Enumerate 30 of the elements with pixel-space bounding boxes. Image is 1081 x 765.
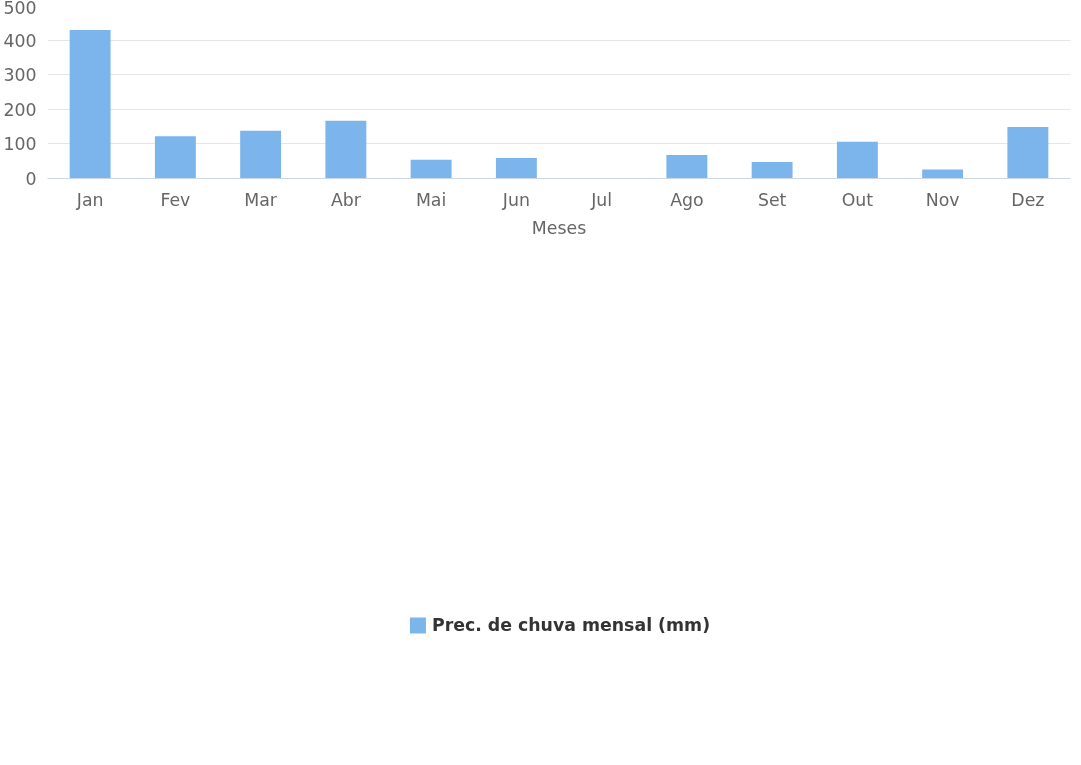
x-tick-label: Dez <box>1011 189 1045 210</box>
x-tick-label: Ago <box>670 189 704 210</box>
x-tick-label: Mai <box>415 189 447 210</box>
y-tick-label: 500 <box>3 0 37 18</box>
x-tick-label: Fev <box>160 189 191 210</box>
x-tick-label: Jun <box>501 189 530 210</box>
bar <box>836 141 878 179</box>
x-tick-label: Abr <box>330 189 362 210</box>
bar <box>69 30 111 179</box>
x-tick-label: Set <box>757 189 787 210</box>
x-axis-title: Meses <box>531 217 587 238</box>
bar <box>240 130 282 179</box>
x-tick-label: Jan <box>75 189 104 210</box>
y-tick-label: 300 <box>3 65 37 86</box>
y-tick-label: 0 <box>25 169 37 189</box>
bar <box>666 154 708 179</box>
bar <box>410 159 452 179</box>
bar <box>751 161 793 179</box>
legend-label: Prec. de chuva mensal (mm) <box>431 615 711 635</box>
bar <box>1007 126 1049 179</box>
y-tick-label: 200 <box>3 99 37 120</box>
bar <box>154 136 196 179</box>
y-tick-label: 400 <box>3 30 37 51</box>
x-tick-label: Out <box>841 189 874 210</box>
y-tick-label: 100 <box>3 134 37 155</box>
x-tick-label: Nov <box>925 189 960 210</box>
x-tick-label: Jul <box>590 189 613 210</box>
bar <box>325 120 367 179</box>
x-tick-label: Mar <box>244 189 278 210</box>
bar <box>495 158 537 179</box>
